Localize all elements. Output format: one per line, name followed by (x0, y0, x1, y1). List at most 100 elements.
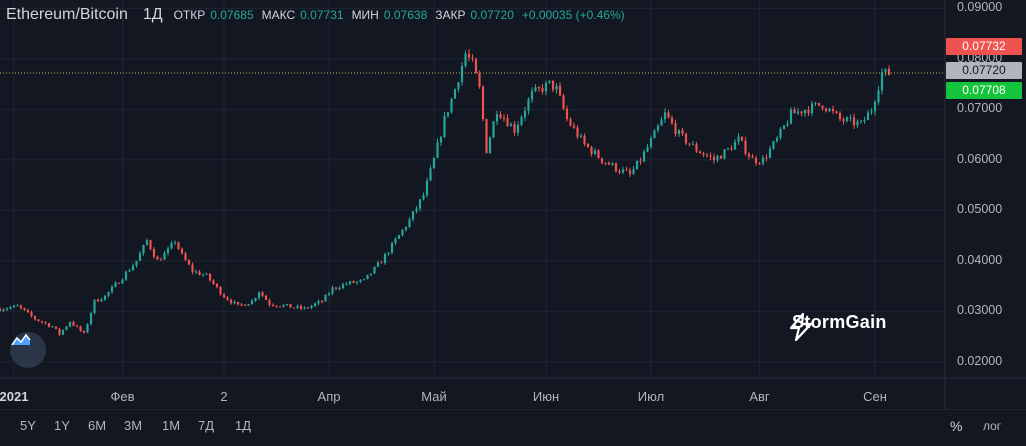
close-label: ЗАКР (435, 8, 466, 22)
candle-body (618, 171, 621, 173)
candle-body (324, 294, 327, 302)
candle-body (782, 125, 786, 129)
candle-body (135, 260, 138, 266)
candle-body (268, 300, 271, 305)
candle (401, 229, 404, 237)
candle (47, 322, 51, 328)
log-scale-button[interactable]: лог (983, 419, 1002, 433)
candle (880, 68, 884, 95)
candle (156, 255, 159, 260)
candle-body (670, 117, 674, 124)
candle-body (733, 141, 737, 150)
candle-body (786, 123, 789, 126)
candle-body (674, 123, 677, 134)
candle-body (702, 153, 705, 155)
candle (317, 299, 320, 306)
time-tick-label: Июл (637, 389, 665, 404)
candle-body (569, 119, 572, 126)
candle (138, 250, 142, 261)
timeframe-button-3m[interactable]: 3M (124, 418, 143, 433)
candle (257, 291, 261, 300)
candle-body (779, 128, 782, 138)
price-tick-label: 0.06000 (957, 151, 1003, 166)
candle-body (320, 301, 324, 303)
change-value: +0.00035 (+0.46%) (521, 8, 625, 22)
candle (187, 259, 191, 266)
candle-body (257, 292, 261, 298)
candle-body (534, 87, 537, 91)
candle (408, 217, 411, 228)
candle (58, 327, 61, 337)
candle-body (114, 282, 117, 287)
candle-body (485, 119, 488, 154)
timeframe-button-6m[interactable]: 6M (88, 418, 107, 433)
candle-body (705, 154, 709, 156)
candle-body (810, 103, 814, 114)
candle (19, 304, 23, 310)
candle (23, 307, 26, 311)
candle-body (124, 271, 128, 280)
candle-body (429, 168, 432, 181)
candle-body (275, 305, 278, 307)
candle (149, 239, 152, 251)
timeframe-button-1y[interactable]: 1Y (54, 418, 70, 433)
candle (121, 278, 124, 285)
candle-body (278, 306, 282, 308)
symbol-legend: Ethereum/Bitcoin 1Д ОТКР 0.07685 МАКС 0.… (6, 6, 625, 24)
candle-body (681, 130, 684, 134)
candle-body (117, 282, 121, 284)
candle (607, 161, 611, 166)
candle (9, 305, 12, 310)
timeframe-button-5y[interactable]: 5Y (20, 418, 36, 433)
candle (593, 148, 597, 156)
candle-body (796, 111, 800, 114)
candle-body (373, 266, 376, 274)
candle-body (870, 111, 873, 113)
candle (817, 102, 821, 107)
candle (128, 268, 131, 273)
candle-body (649, 138, 653, 147)
legend-timeframe: 1Д (142, 6, 163, 23)
percent-scale-button[interactable]: % (950, 418, 963, 434)
candle-body (219, 286, 222, 295)
candle (677, 128, 681, 137)
candle-body (884, 68, 887, 73)
candle (471, 54, 474, 62)
candle (373, 266, 376, 274)
timeframe-button-1m[interactable]: 1M (162, 418, 181, 433)
candle (394, 237, 397, 245)
candle-body (523, 110, 527, 118)
candle (632, 165, 635, 176)
candle (26, 308, 30, 314)
candle (282, 304, 285, 308)
candle (887, 65, 891, 76)
candle-body (107, 291, 110, 296)
candle-body (446, 112, 450, 116)
candle-body (576, 127, 579, 137)
candle (691, 141, 695, 146)
price-tick-label: 0.09000 (957, 0, 1003, 15)
candle-body (376, 262, 380, 267)
candle-body (758, 163, 761, 165)
candle (646, 143, 649, 153)
candle-body (229, 299, 233, 304)
timeframe-button-1д[interactable]: 1Д (235, 418, 252, 433)
chart-float-button[interactable] (10, 332, 46, 368)
candle-body (142, 244, 145, 254)
candle-body (502, 117, 506, 119)
candle (278, 306, 282, 308)
candle (30, 310, 33, 318)
candle (254, 297, 257, 303)
timeframe-button-7д[interactable]: 7Д (198, 418, 215, 433)
candle (660, 116, 663, 126)
candle (96, 298, 100, 302)
candle (541, 84, 544, 95)
candle (359, 279, 362, 284)
candle-body (548, 80, 551, 83)
candle (733, 138, 737, 150)
candle-body (205, 273, 208, 275)
candle-body (306, 307, 310, 309)
candle-body (509, 124, 513, 127)
